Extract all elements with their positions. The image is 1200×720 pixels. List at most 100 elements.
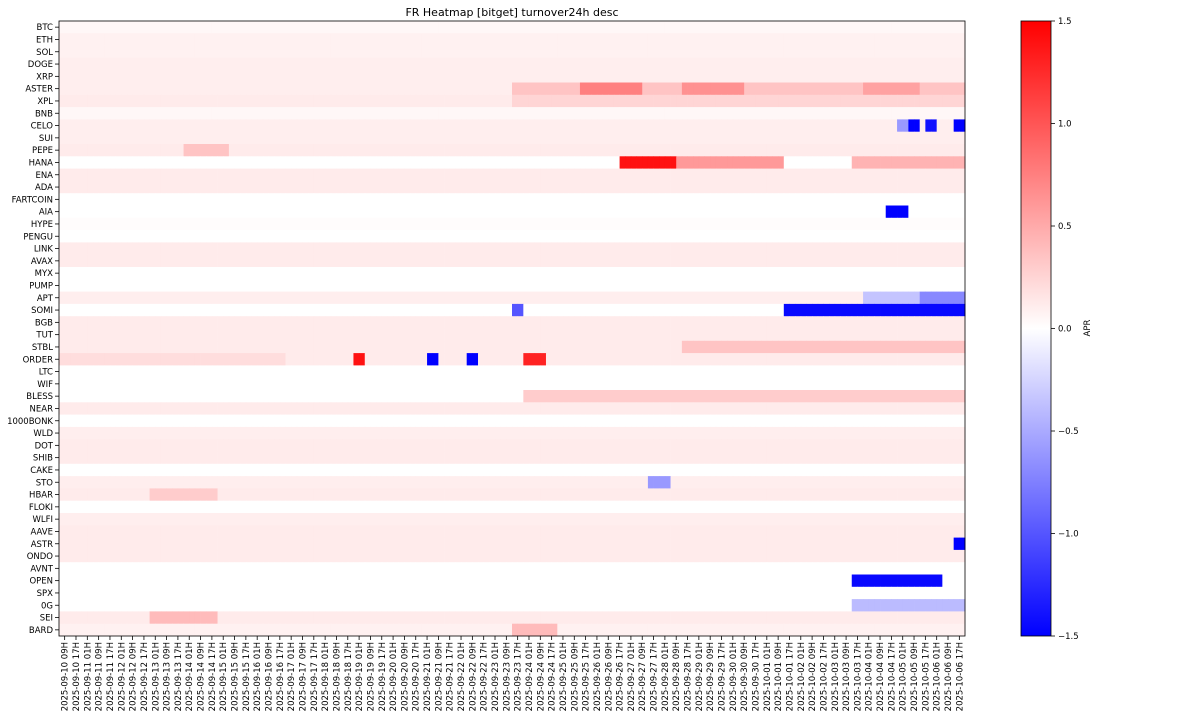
heatmap-cell (87, 402, 94, 415)
heatmap-cell (681, 193, 688, 206)
heatmap-cell (410, 217, 417, 231)
heatmap-cell (313, 279, 320, 292)
heatmap-cell (517, 21, 524, 34)
heatmap-cell (619, 144, 626, 157)
heatmap-cell (376, 328, 383, 342)
heatmap-cell (478, 303, 485, 317)
heatmap-cell (942, 193, 949, 206)
heatmap-cell (438, 70, 445, 83)
heatmap-cell (466, 254, 473, 268)
heatmap-cell (806, 45, 813, 59)
heatmap-cell (693, 279, 700, 292)
heatmap-cell (75, 45, 83, 59)
heatmap-cell (931, 316, 938, 329)
heatmap-cell (897, 168, 904, 182)
heatmap-cell (132, 57, 139, 71)
heatmap-cell (455, 217, 462, 231)
heatmap-cell (279, 193, 286, 206)
heatmap-cell (302, 144, 309, 157)
heatmap-cell (64, 33, 71, 46)
heatmap-cell (778, 205, 785, 219)
heatmap-cell (223, 390, 230, 403)
heatmap-cell (404, 193, 411, 206)
heatmap-cell (455, 340, 462, 354)
heatmap-cell (296, 340, 303, 354)
heatmap-cell (812, 119, 819, 133)
heatmap-cell (438, 291, 445, 305)
heatmap-cell (744, 45, 751, 59)
heatmap-cell (325, 180, 332, 194)
heatmap-cell (829, 205, 836, 219)
heatmap-cell (642, 45, 649, 59)
heatmap-cell (857, 57, 864, 71)
heatmap-cell (444, 193, 451, 206)
heatmap-cell (279, 242, 286, 256)
heatmap-cell (749, 82, 756, 96)
heatmap-cell (200, 242, 207, 256)
heatmap-cell (823, 279, 830, 292)
heatmap-cell (931, 365, 938, 379)
heatmap-cell (715, 144, 722, 157)
heatmap-cell (268, 156, 275, 169)
heatmap-cell (427, 107, 434, 120)
heatmap-cell (517, 254, 524, 268)
heatmap-cell (931, 279, 938, 292)
heatmap-cell (557, 267, 564, 280)
heatmap-cell (630, 291, 637, 305)
heatmap-cell (948, 94, 955, 108)
heatmap-cell (415, 168, 422, 182)
heatmap-cell (143, 70, 150, 83)
heatmap-cell (444, 303, 451, 317)
heatmap-cell (557, 377, 564, 391)
heatmap-cell (330, 365, 337, 379)
heatmap-cell (234, 193, 241, 206)
heatmap-cell (523, 57, 530, 71)
heatmap-cell (59, 303, 66, 317)
heatmap-cell (466, 217, 473, 231)
heatmap-cell (478, 328, 485, 342)
heatmap-cell (670, 107, 677, 120)
heatmap-cell (279, 279, 286, 292)
heatmap-cell (223, 242, 230, 256)
heatmap-cell (228, 279, 235, 292)
heatmap-cell (562, 156, 570, 169)
heatmap-cell (200, 340, 207, 354)
heatmap-cell (104, 94, 111, 108)
heatmap-cell (591, 180, 598, 194)
heatmap-cell (251, 230, 258, 243)
heatmap-cell (545, 267, 553, 280)
heatmap-cell (868, 57, 875, 71)
heatmap-cell (75, 328, 83, 342)
heatmap-cell (585, 21, 592, 34)
heatmap-cell (846, 316, 853, 329)
heatmap-cell (863, 365, 870, 379)
heatmap-cell (98, 279, 105, 292)
heatmap-cell (789, 107, 796, 120)
heatmap-cell (806, 377, 813, 391)
heatmap-cell (710, 267, 717, 280)
heatmap-cell (155, 316, 162, 329)
heatmap-cell (353, 254, 360, 268)
heatmap-cell (851, 168, 858, 182)
heatmap-cell (291, 390, 298, 403)
heatmap-cell (160, 205, 167, 219)
heatmap-cell (189, 193, 196, 206)
heatmap-cell (846, 365, 853, 379)
heatmap-cell (81, 193, 88, 206)
heatmap-cell (942, 94, 949, 108)
heatmap-cell (710, 82, 717, 96)
heatmap-cell (715, 57, 722, 71)
heatmap-cell (109, 82, 117, 96)
heatmap-cell (840, 94, 847, 108)
heatmap-cell (211, 70, 218, 83)
heatmap-cell (619, 279, 626, 292)
heatmap-cell (959, 168, 966, 182)
heatmap-cell (919, 193, 926, 206)
heatmap-cell (489, 377, 496, 391)
heatmap-cell (659, 279, 666, 292)
heatmap-cell (744, 70, 751, 83)
heatmap-cell (444, 144, 451, 157)
heatmap-cell (183, 107, 190, 120)
heatmap-cell (704, 168, 711, 182)
heatmap-cell (478, 156, 485, 169)
